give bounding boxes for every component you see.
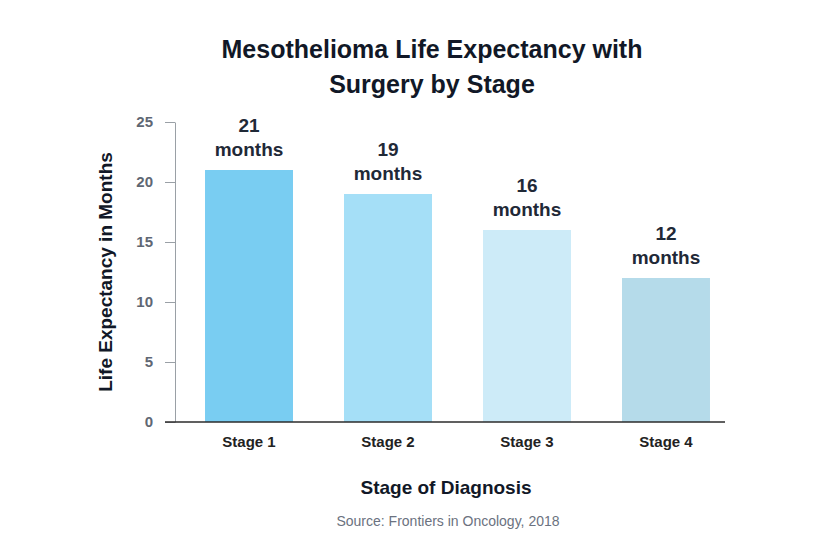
data-labels: 21 months 19 months 16 months 12 months bbox=[215, 115, 701, 268]
y-tick-mark bbox=[165, 362, 175, 363]
y-tick: 5 bbox=[145, 353, 175, 370]
y-tick: 15 bbox=[136, 233, 175, 250]
y-tick-label: 10 bbox=[136, 293, 153, 310]
data-label: 19 months bbox=[354, 139, 423, 184]
data-label-line: 21 bbox=[238, 115, 260, 136]
title: Mesothelioma Life Expectancy with Surgery… bbox=[222, 35, 643, 98]
y-tick-mark bbox=[165, 242, 175, 243]
y-tick-label: 5 bbox=[145, 353, 153, 370]
title-line: Surgery by Stage bbox=[329, 70, 535, 98]
data-label: 16 months bbox=[493, 175, 562, 220]
y-tick: 25 bbox=[136, 113, 175, 130]
bar bbox=[205, 170, 293, 422]
x-tick: Stage 1 bbox=[222, 433, 275, 450]
data-label-line: months bbox=[632, 247, 701, 268]
chart: Mesothelioma Life Expectancy with Surgery… bbox=[0, 0, 816, 538]
data-label-line: months bbox=[215, 139, 284, 160]
y-tick-mark bbox=[165, 302, 175, 303]
y-tick-label: 25 bbox=[136, 113, 153, 130]
y-tick: 10 bbox=[136, 293, 175, 310]
bar bbox=[344, 194, 432, 422]
data-label-line: months bbox=[493, 199, 562, 220]
x-axis: Stage 1 Stage 2 Stage 3 Stage 4 bbox=[165, 422, 725, 450]
x-tick-label: Stage 3 bbox=[500, 433, 553, 450]
y-axis: 0 5 10 15 20 25 bbox=[136, 113, 175, 430]
y-tick-label: 0 bbox=[145, 413, 153, 430]
y-tick: 20 bbox=[136, 173, 175, 190]
x-tick: Stage 4 bbox=[639, 433, 693, 450]
bar bbox=[622, 278, 710, 422]
source: Source: Frontiers in Oncology, 2018 bbox=[336, 513, 559, 529]
y-tick-label: 20 bbox=[136, 173, 153, 190]
data-label: 21 months bbox=[215, 115, 284, 160]
bars bbox=[205, 170, 710, 422]
x-tick: Stage 2 bbox=[361, 433, 414, 450]
x-tick-label: Stage 2 bbox=[361, 433, 414, 450]
x-tick: Stage 3 bbox=[500, 433, 553, 450]
data-label-line: 16 bbox=[516, 175, 537, 196]
x-tick-label: Stage 1 bbox=[222, 433, 275, 450]
data-label: 12 months bbox=[632, 223, 701, 268]
title-line: Mesothelioma Life Expectancy with bbox=[222, 35, 643, 63]
y-tick-mark bbox=[165, 182, 175, 183]
x-tick-label: Stage 4 bbox=[639, 433, 693, 450]
bar bbox=[483, 230, 571, 422]
y-tick-mark bbox=[165, 122, 175, 123]
y-axis-title: Life Expectancy in Months bbox=[95, 152, 116, 392]
data-label-line: 12 bbox=[655, 223, 676, 244]
y-tick-label: 15 bbox=[136, 233, 153, 250]
data-label-line: 19 bbox=[377, 139, 398, 160]
y-axis-line bbox=[175, 123, 176, 423]
x-axis-title: Stage of Diagnosis bbox=[360, 477, 531, 498]
data-label-line: months bbox=[354, 163, 423, 184]
x-axis-line bbox=[165, 421, 725, 423]
